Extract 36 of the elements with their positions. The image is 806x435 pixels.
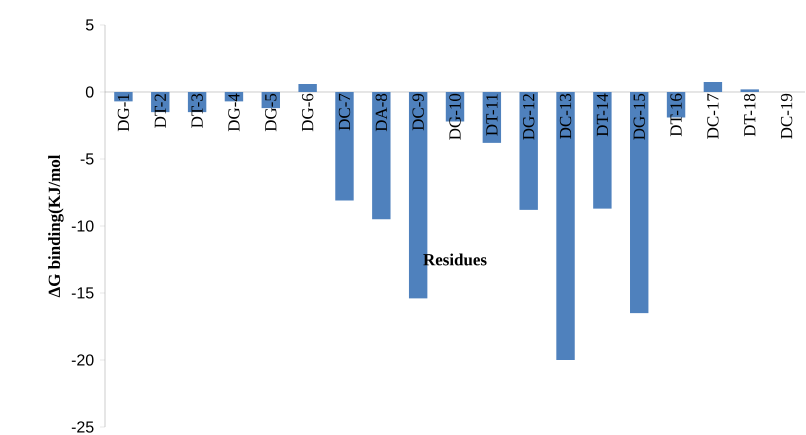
x-tick-label: DT-3: [191, 94, 203, 128]
bar: [593, 92, 612, 209]
x-tick-label: DG-1: [118, 94, 130, 132]
bar: [372, 92, 391, 220]
x-tick-label: DC-9: [412, 94, 424, 130]
bar: [298, 84, 317, 92]
x-tick-label: DG-4: [228, 93, 240, 132]
x-tick-label: DA-8: [376, 94, 388, 132]
bar: [630, 92, 648, 314]
y-tick-label: -15: [72, 287, 94, 299]
bar: [740, 89, 759, 92]
y-tick-label: -20: [72, 354, 94, 366]
y-axis-title: ΔG binding(KJ/mol: [48, 154, 64, 298]
x-tick-label: DT-16: [670, 94, 682, 136]
x-tick-label: DG-10: [449, 94, 461, 140]
x-tick-label: DG-5: [265, 94, 276, 132]
x-tick-label: DT-2: [154, 94, 166, 128]
x-tick-label: DT-14: [596, 93, 608, 136]
x-tick-label: DC-13: [560, 94, 572, 139]
x-tick-label: DT-11: [486, 94, 498, 136]
y-tick-label: -25: [72, 421, 94, 433]
x-tick-label: DG-6: [302, 94, 314, 132]
x-tick-label: DC-17: [707, 94, 719, 139]
y-tick-label: 0: [86, 86, 94, 98]
y-tick-label: -10: [72, 220, 94, 232]
x-tick-label: DT-18: [744, 94, 756, 136]
bar: [556, 92, 575, 360]
x-tick-label: DC-7: [338, 94, 350, 130]
y-tick-label: -5: [80, 153, 94, 165]
x-tick-label: DC-19: [780, 94, 792, 139]
x-tick-label: DG-12: [522, 94, 534, 140]
bar: [335, 92, 354, 201]
bar: [519, 92, 538, 210]
x-tick-label: DG-15: [634, 94, 645, 140]
y-tick-label: 5: [86, 19, 94, 31]
bar: [704, 82, 722, 92]
